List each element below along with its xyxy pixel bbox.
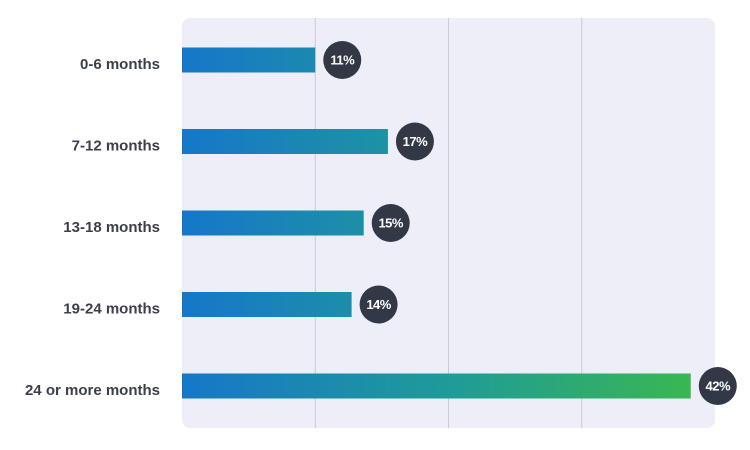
value-label: 14% — [366, 297, 391, 312]
value-badge — [371, 204, 410, 242]
value-badge — [698, 367, 737, 405]
category-label: 24 or more months — [25, 382, 160, 399]
value-badge — [323, 41, 362, 79]
category-label: 13-18 months — [63, 219, 160, 236]
category-label: 7-12 months — [72, 137, 160, 154]
value-badge — [359, 285, 398, 324]
bar — [182, 129, 388, 154]
value-badge — [395, 122, 434, 161]
category-label: 0-6 months — [80, 56, 160, 73]
value-label: 11% — [330, 52, 355, 67]
value-label: 17% — [403, 134, 428, 149]
value-label: 15% — [378, 215, 403, 230]
category-label: 19-24 months — [63, 300, 160, 317]
bar — [182, 47, 316, 73]
bar — [182, 292, 352, 317]
bar — [182, 373, 691, 399]
value-label: 42% — [706, 378, 731, 393]
bar — [182, 210, 364, 236]
